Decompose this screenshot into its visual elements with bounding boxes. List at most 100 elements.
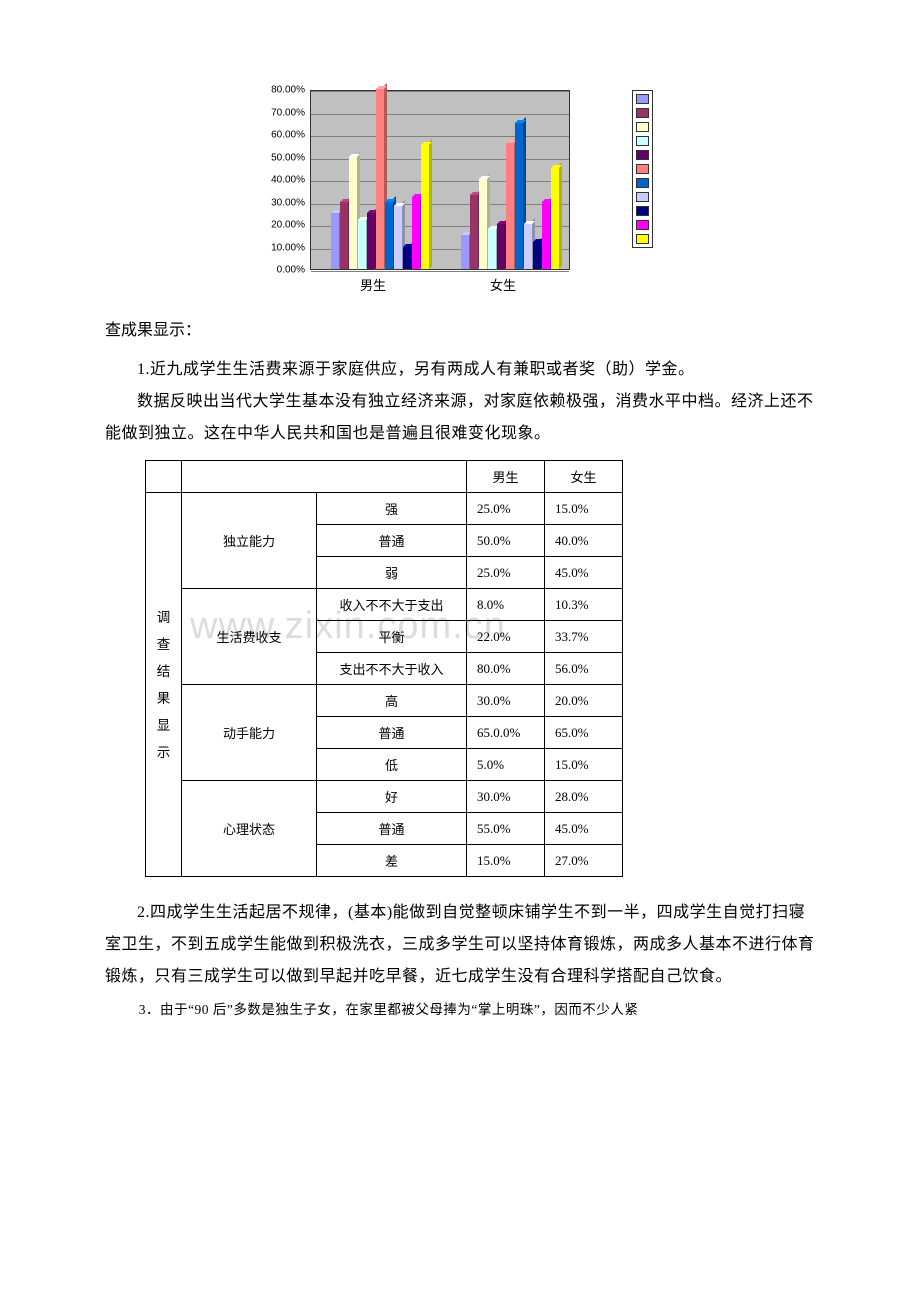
table-value-male: 22.0% bbox=[467, 621, 545, 653]
legend-swatch bbox=[636, 136, 649, 146]
table-value-female: 56.0% bbox=[545, 653, 623, 685]
paragraph-3: 2.四成学生生活起居不规律，(基本)能做到自觉整顿床铺学生不到一半，四成学生自觉… bbox=[105, 897, 815, 993]
chart-bar bbox=[542, 202, 550, 270]
chart-bar bbox=[358, 220, 366, 270]
chart-y-tick: 60.00% bbox=[250, 130, 305, 141]
table-value-male: 50.0% bbox=[467, 525, 545, 557]
chart-y-tick: 50.00% bbox=[250, 152, 305, 163]
chart-bar bbox=[533, 242, 541, 269]
chart-bar bbox=[506, 143, 514, 269]
table-value-female: 45.0% bbox=[545, 813, 623, 845]
chart-bar bbox=[340, 202, 348, 270]
legend-swatch bbox=[636, 150, 649, 160]
legend-swatch bbox=[636, 108, 649, 118]
paragraph-1: 1.近九成学生生活费来源于家庭供应，另有两成人有兼职或者奖（助）学金。 bbox=[105, 354, 815, 386]
chart-bar bbox=[479, 179, 487, 269]
table-value-male: 25.0% bbox=[467, 493, 545, 525]
chart-bar bbox=[515, 123, 523, 269]
chart-x-label: 女生 bbox=[490, 275, 516, 294]
paragraph-4: 3．由于“90 后”多数是独生子女，在家里都被父母捧为“掌上明珠”，因而不少人紧 bbox=[105, 993, 815, 1027]
chart-plot-area bbox=[310, 90, 570, 270]
table-value-female: 40.0% bbox=[545, 525, 623, 557]
legend-swatch bbox=[636, 192, 649, 202]
chart-bar bbox=[403, 247, 411, 270]
table-value-female: 15.0% bbox=[545, 493, 623, 525]
table-value-male: 30.0% bbox=[467, 781, 545, 813]
table-value-female: 20.0% bbox=[545, 685, 623, 717]
results-table: 男生女生调查结果显示独立能力强25.0%15.0%普通50.0%40.0%弱25… bbox=[145, 460, 623, 877]
chart-bar-group bbox=[461, 123, 559, 269]
table-value-male: 15.0% bbox=[467, 845, 545, 877]
chart-bar bbox=[470, 195, 478, 269]
chart-y-tick: 20.00% bbox=[250, 220, 305, 231]
chart-y-tick: 10.00% bbox=[250, 242, 305, 253]
table-level: 普通 bbox=[317, 717, 467, 749]
table-level: 高 bbox=[317, 685, 467, 717]
chart-bar bbox=[524, 224, 532, 269]
table-value-female: 28.0% bbox=[545, 781, 623, 813]
chart-bar bbox=[551, 168, 559, 269]
table-level: 普通 bbox=[317, 813, 467, 845]
chart-y-tick: 80.00% bbox=[250, 85, 305, 96]
legend-swatch bbox=[636, 220, 649, 230]
chart-y-tick: 30.00% bbox=[250, 197, 305, 208]
legend-swatch bbox=[636, 206, 649, 216]
table-value-female: 15.0% bbox=[545, 749, 623, 781]
table-header-row: 男生女生 bbox=[146, 461, 623, 493]
table-header-male: 男生 bbox=[467, 461, 545, 493]
table-category: 生活费收支 bbox=[182, 589, 317, 685]
chart-bar bbox=[421, 145, 429, 269]
table-row: 动手能力高30.0%20.0% bbox=[146, 685, 623, 717]
chart-bar bbox=[461, 235, 469, 269]
table-value-male: 55.0% bbox=[467, 813, 545, 845]
table-level: 普通 bbox=[317, 525, 467, 557]
table-value-female: 45.0% bbox=[545, 557, 623, 589]
lead-in-text: 查成果显示： bbox=[105, 322, 201, 339]
table-level: 收入不不大于支出 bbox=[317, 589, 467, 621]
chart-bar bbox=[412, 197, 420, 269]
chart-bar bbox=[385, 202, 393, 270]
chart-bar bbox=[488, 229, 496, 270]
paragraph-2: 数据反映出当代大学生基本没有独立经济来源，对家庭依赖极强，消费水平中档。经济上还… bbox=[105, 386, 815, 450]
table-value-male: 80.0% bbox=[467, 653, 545, 685]
table-value-male: 8.0% bbox=[467, 589, 545, 621]
table-side-label: 调查结果显示 bbox=[146, 493, 182, 877]
table-level: 低 bbox=[317, 749, 467, 781]
table-level: 强 bbox=[317, 493, 467, 525]
table-value-male: 25.0% bbox=[467, 557, 545, 589]
chart-bar bbox=[394, 206, 402, 269]
table-level: 差 bbox=[317, 845, 467, 877]
table-value-male: 30.0% bbox=[467, 685, 545, 717]
legend-swatch bbox=[636, 164, 649, 174]
chart-bar bbox=[367, 213, 375, 269]
table-value-male: 65.0.0% bbox=[467, 717, 545, 749]
table-level: 平衡 bbox=[317, 621, 467, 653]
table-value-male: 5.0% bbox=[467, 749, 545, 781]
legend-swatch bbox=[636, 94, 649, 104]
table-level: 好 bbox=[317, 781, 467, 813]
chart-bar bbox=[376, 89, 384, 269]
chart-bar bbox=[497, 224, 505, 269]
table-level: 弱 bbox=[317, 557, 467, 589]
chart-bar-group bbox=[331, 89, 429, 269]
table-value-female: 27.0% bbox=[545, 845, 623, 877]
table-header-female: 女生 bbox=[545, 461, 623, 493]
table-category: 独立能力 bbox=[182, 493, 317, 589]
chart-bar bbox=[349, 157, 357, 270]
chart-y-tick: 0.00% bbox=[250, 265, 305, 276]
legend-swatch bbox=[636, 178, 649, 188]
chart-y-tick: 70.00% bbox=[250, 107, 305, 118]
table-row: 心理状态好30.0%28.0% bbox=[146, 781, 623, 813]
table-category: 心理状态 bbox=[182, 781, 317, 877]
legend-swatch bbox=[636, 234, 649, 244]
table-row: 生活费收支收入不不大于支出8.0%10.3% bbox=[146, 589, 623, 621]
chart-bar bbox=[331, 213, 339, 269]
chart-legend bbox=[632, 90, 653, 248]
chart-x-label: 男生 bbox=[360, 275, 386, 294]
chart-y-tick: 40.00% bbox=[250, 175, 305, 186]
table-category: 动手能力 bbox=[182, 685, 317, 781]
page-content: 0.00% 10.00% 20.00% 30.00% 40.00% 50.00% 60.00… bbox=[105, 90, 815, 1027]
table-value-female: 65.0% bbox=[545, 717, 623, 749]
table-value-female: 33.7% bbox=[545, 621, 623, 653]
bar-chart: 0.00% 10.00% 20.00% 30.00% 40.00% 50.00% 60.00… bbox=[250, 90, 590, 310]
